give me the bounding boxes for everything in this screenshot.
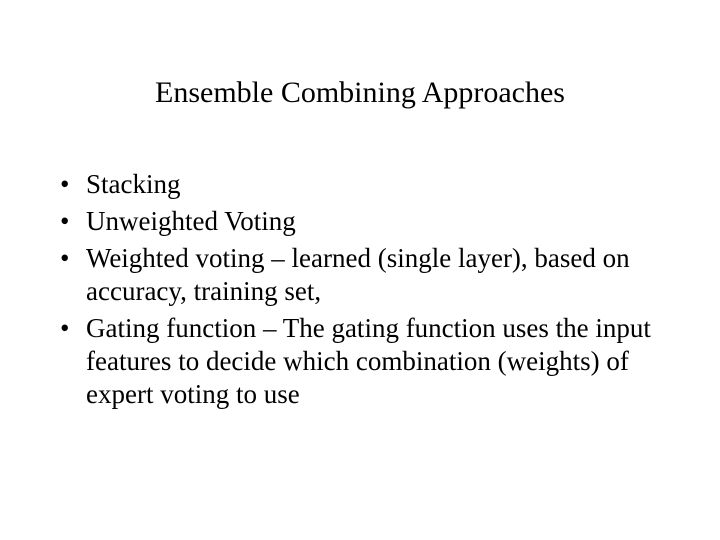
- slide: Ensemble Combining Approaches Stacking U…: [0, 0, 720, 540]
- list-item: Gating function – The gating function us…: [60, 312, 660, 411]
- list-item: Weighted voting – learned (single layer)…: [60, 242, 660, 308]
- list-item: Unweighted Voting: [60, 205, 660, 238]
- list-item: Stacking: [60, 168, 660, 201]
- slide-title: Ensemble Combining Approaches: [0, 76, 720, 110]
- bullet-list: Stacking Unweighted Voting Weighted voti…: [60, 168, 660, 411]
- slide-body: Stacking Unweighted Voting Weighted voti…: [60, 168, 660, 415]
